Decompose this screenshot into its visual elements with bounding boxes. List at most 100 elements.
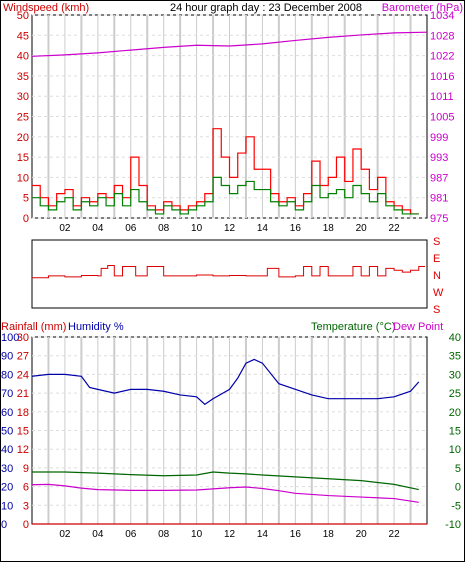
graph-title: 24 hour graph day : 23 December 2008 [170, 2, 362, 14]
left-tick-label: 35 [17, 71, 29, 83]
series-line-humidity- [31, 358, 420, 406]
temperature-axis-label: Temperature (°C) [311, 321, 395, 333]
temperature-tick-label: 15 [449, 426, 461, 438]
temperature-tick-label: 20 [449, 407, 461, 419]
left-tick-label: 50 [17, 10, 29, 22]
temperature-tick-label: 30 [449, 369, 461, 381]
humidity-tick-label: 80 [1, 369, 13, 381]
series-line-dew-point [31, 483, 419, 503]
right-tick-label: 1034 [430, 10, 454, 22]
x-tick-label: 04 [92, 223, 104, 234]
x-tick-label: 14 [257, 529, 269, 540]
x-tick-label: 18 [323, 223, 335, 234]
humidity-tick-label: 90 [1, 351, 13, 363]
rain-tick-label: 3 [23, 500, 29, 512]
x-tick-label: 12 [224, 223, 236, 234]
rain-tick-label: 6 [23, 482, 29, 494]
humidity-tick-label: 50 [1, 426, 13, 438]
temperature-tick-label: -5 [451, 500, 461, 512]
rain-tick-label: 12 [17, 444, 29, 456]
humidity-tick-label: 20 [1, 482, 13, 494]
series-line-temperature [32, 471, 419, 491]
temperature-tick-label: 40 [449, 332, 461, 344]
right-tick-label: 1011 [430, 91, 454, 103]
rain-tick-label: 9 [23, 463, 29, 475]
rainfall-axis-label: Rainfall (mm) [1, 321, 66, 333]
right-tick-label: 1028 [430, 30, 454, 42]
direction-tick-label: N [433, 270, 441, 282]
left-tick-label: 15 [17, 152, 29, 164]
left-tick-label: 25 [17, 112, 29, 124]
left-tick-label: 5 [23, 193, 29, 205]
wind-pressure-panel: 0 5 10 15 20 25 30 35 40 45 50 975 981 987 993 999 1005 1… [17, 10, 455, 234]
right-tick-label: 975 [430, 213, 448, 225]
series-line-average [32, 176, 419, 215]
x-tick-label: 02 [59, 223, 71, 234]
humidity-tick-label: 30 [1, 463, 13, 475]
temperature-tick-label: 10 [449, 444, 461, 456]
temperature-tick-label: 25 [449, 388, 461, 400]
x-tick-label: 16 [290, 223, 302, 234]
humidity-tick-label: 0 [1, 519, 7, 531]
humidity-tick-label: 40 [1, 444, 13, 456]
dewpoint-axis-label: Dew Point [393, 321, 443, 333]
humidity-tick-label: 10 [1, 500, 13, 512]
x-tick-label: 14 [257, 223, 269, 234]
rain-tick-label: 21 [17, 388, 29, 400]
x-tick-label: 06 [125, 223, 137, 234]
windspeed-axis-label: Windspeed (kmh) [3, 2, 89, 14]
barometer-axis-label: Barometer (hPa) [382, 2, 463, 14]
direction-tick-label: S [433, 236, 440, 248]
rain-tick-label: 18 [17, 407, 29, 419]
x-tick-label: 02 [59, 529, 71, 540]
x-tick-label: 18 [323, 529, 335, 540]
right-tick-label: 1016 [430, 71, 454, 83]
direction-tick-label: S [433, 304, 440, 316]
humidity-tick-label: 100 [1, 332, 19, 344]
left-tick-label: 20 [17, 132, 29, 144]
x-tick-label: 12 [224, 529, 236, 540]
temperature-tick-label: 0 [455, 482, 461, 494]
plot-area [31, 239, 428, 309]
left-tick-label: 0 [23, 213, 29, 225]
humidity-tick-label: 70 [1, 388, 13, 400]
right-tick-label: 993 [430, 152, 448, 164]
x-tick-label: 08 [158, 223, 170, 234]
x-tick-label: 08 [158, 529, 170, 540]
temperature-tick-label: -10 [445, 519, 461, 531]
x-tick-label: 22 [389, 223, 401, 234]
direction-tick-label: E [433, 253, 440, 265]
left-tick-label: 30 [17, 91, 29, 103]
rain-tick-label: 27 [17, 351, 29, 363]
rain-tick-label: 15 [17, 426, 29, 438]
humidity-tick-label: 60 [1, 407, 13, 419]
temperature-tick-label: 35 [449, 351, 461, 363]
right-tick-label: 999 [430, 132, 448, 144]
x-tick-label: 06 [125, 529, 137, 540]
left-tick-label: 10 [17, 172, 29, 184]
rain-tick-label: 30 [17, 332, 29, 344]
x-tick-label: 04 [92, 529, 104, 540]
right-tick-label: 987 [430, 172, 448, 184]
x-tick-label: 10 [191, 529, 203, 540]
series-line-barometer [31, 31, 428, 57]
x-tick-label: 22 [389, 529, 401, 540]
right-tick-label: 1022 [430, 51, 454, 63]
x-tick-label: 16 [290, 529, 302, 540]
left-tick-label: 40 [17, 51, 29, 63]
right-tick-label: 981 [430, 193, 448, 205]
x-tick-label: 20 [356, 223, 368, 234]
x-tick-label: 20 [356, 529, 368, 540]
rain-tick-label: 0 [23, 519, 29, 531]
rain-tick-label: 24 [17, 369, 29, 381]
x-tick-label: 10 [191, 223, 203, 234]
series-line-direction [32, 265, 425, 279]
direction-tick-label: W [433, 287, 444, 299]
humidity-axis-label: Humidity % [68, 321, 124, 333]
right-tick-label: 1005 [430, 112, 454, 124]
temperature-tick-label: 5 [455, 463, 461, 475]
left-tick-label: 45 [17, 30, 29, 42]
